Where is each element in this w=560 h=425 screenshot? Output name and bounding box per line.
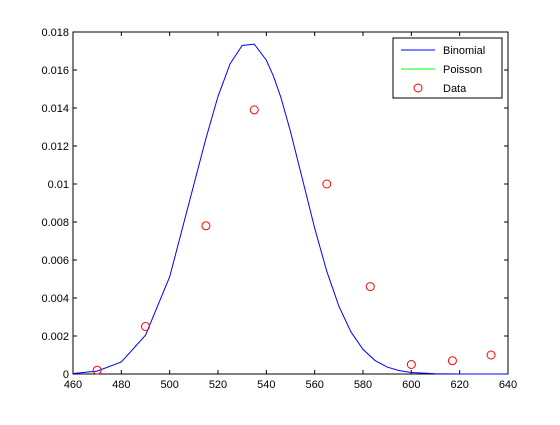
x-tick-label: 580 (354, 379, 372, 391)
y-tick-label: 0.008 (41, 217, 69, 229)
y-tick-label: 0.01 (48, 179, 69, 191)
data-point (406, 360, 416, 369)
y-tick-label: 0.018 (41, 27, 69, 39)
legend-label: Binomial (443, 45, 485, 57)
x-tick-label: 600 (402, 379, 420, 391)
data-point (486, 350, 496, 360)
data-point (365, 282, 375, 292)
legend-label: Data (443, 83, 467, 95)
x-tick-label: 620 (450, 379, 468, 391)
data-point (249, 105, 259, 115)
legend-label: Poisson (443, 64, 482, 76)
x-tick-label: 560 (305, 379, 323, 391)
data-point (447, 356, 457, 366)
legend-box (392, 37, 503, 99)
y-tick-label: 0.004 (41, 293, 69, 305)
y-tick-label: 0.002 (41, 331, 69, 343)
data-point (201, 221, 211, 231)
data-point (92, 365, 102, 375)
legend-swatch (413, 83, 423, 93)
data-point (322, 179, 332, 189)
y-axis: 0 0.002 0.004 0.006 0.008 0.01 0.012 0.014 0.016… (41, 27, 508, 381)
y-tick-label: 0.012 (41, 141, 69, 153)
data-point (141, 322, 150, 331)
x-tick-label: 520 (209, 379, 227, 391)
plot-series (72, 43, 508, 375)
x-tick-label: 640 (499, 379, 517, 391)
x-tick-label: 540 (257, 379, 275, 391)
x-tick-label: 480 (112, 379, 130, 391)
legend: Binomial Poisson Data (392, 37, 503, 99)
series-line-binomial (72, 43, 508, 375)
x-tick-label: 500 (160, 379, 178, 391)
y-tick-label: 0 (63, 369, 69, 381)
y-tick-label: 0.006 (41, 255, 69, 267)
x-axis: 460 480 500 520 540 560 580 600 620 640 (64, 32, 517, 391)
y-tick-label: 0.014 (41, 103, 69, 115)
x-tick-label: 460 (64, 379, 82, 391)
y-tick-label: 0.016 (41, 65, 69, 77)
